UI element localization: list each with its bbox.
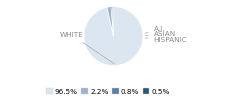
Text: HISPANIC: HISPANIC	[145, 37, 187, 43]
Wedge shape	[111, 7, 114, 36]
Wedge shape	[84, 7, 143, 66]
Wedge shape	[107, 7, 114, 36]
Text: A.I.: A.I.	[145, 26, 165, 33]
Wedge shape	[113, 7, 114, 36]
Text: WHITE: WHITE	[60, 32, 114, 64]
Text: ASIAN: ASIAN	[145, 31, 176, 37]
Legend: 96.5%, 2.2%, 0.8%, 0.5%: 96.5%, 2.2%, 0.8%, 0.5%	[43, 85, 173, 97]
